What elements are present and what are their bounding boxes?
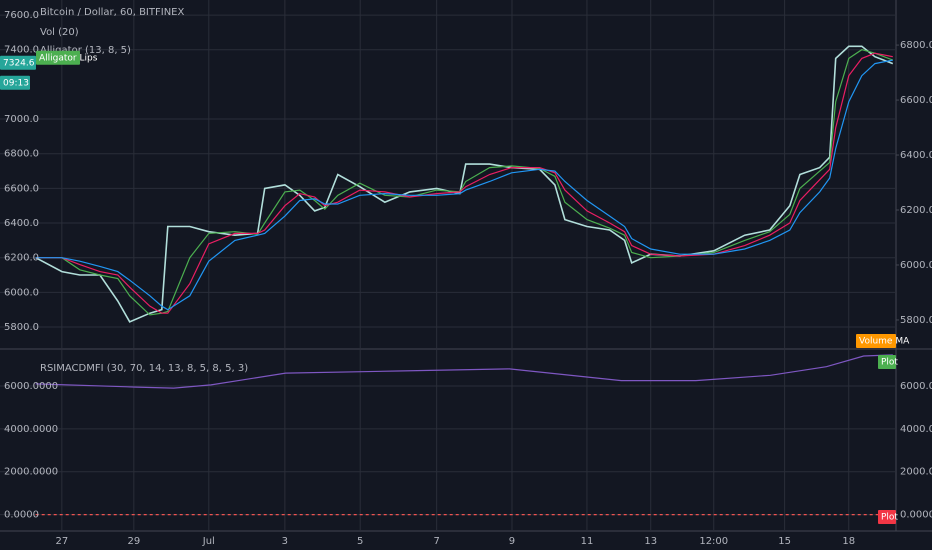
lips-tag: Alligator Lips bbox=[39, 53, 98, 63]
x-tick-label: 18 bbox=[842, 536, 855, 547]
x-tick-label: 5 bbox=[357, 536, 363, 547]
x-tick-label: 9 bbox=[509, 536, 515, 547]
y-tick-label: 7600.0 bbox=[4, 10, 39, 21]
series-line bbox=[35, 52, 893, 314]
x-tick-label: 15 bbox=[778, 536, 791, 547]
y2-tick-label: 6600.000 bbox=[900, 95, 932, 106]
y-tick-label: 6800.0 bbox=[4, 149, 39, 160]
y-tick-label: 2000.0000 bbox=[4, 467, 58, 478]
y-tick-label: 7400.0 bbox=[4, 45, 39, 56]
y-tick-label: 7000.0 bbox=[4, 114, 39, 125]
y-tick-label: 5800.0 bbox=[4, 322, 39, 333]
y-tick-label: 6000.0 bbox=[4, 287, 39, 298]
volume-legend: Vol (20) bbox=[40, 27, 79, 38]
y-tick-label: 6000.0000 bbox=[900, 381, 932, 392]
plot-tag: Plot bbox=[881, 358, 898, 368]
x-tick-label: Jul bbox=[202, 536, 215, 547]
y-tick-label: 6600.0 bbox=[4, 183, 39, 194]
y-tick-label: 6000.0000 bbox=[4, 381, 58, 392]
x-tick-label: 12:00 bbox=[699, 536, 728, 547]
x-tick-label: 13 bbox=[644, 536, 657, 547]
plot-tag-bg bbox=[878, 510, 896, 524]
volume-ma-tag: Volume MA bbox=[859, 337, 910, 347]
countdown-tag-bg bbox=[0, 75, 30, 90]
last-price-tag: 7324.6 bbox=[3, 58, 35, 68]
y-tick-label: 4000.0000 bbox=[4, 424, 58, 435]
y-tick-label: 4000.0000 bbox=[900, 424, 932, 435]
y-tick-label: 0.0000 bbox=[900, 510, 932, 521]
y2-tick-label: 6000.000 bbox=[900, 260, 932, 271]
last-price-tag-bg bbox=[0, 55, 36, 70]
series-line bbox=[35, 354, 893, 389]
y-tick-label: 2000.0000 bbox=[900, 467, 932, 478]
y-tick-label: 6200.0 bbox=[4, 253, 39, 264]
indicator-title: RSIMACDMFI (30, 70, 14, 13, 8, 5, 8, 5, … bbox=[40, 363, 248, 374]
plot-tag: Plot bbox=[881, 513, 898, 523]
countdown-tag: 09:13 bbox=[3, 78, 29, 88]
x-tick-label: 7 bbox=[433, 536, 439, 547]
y2-tick-label: 6400.000 bbox=[900, 150, 932, 161]
volume-ma-tag-bg bbox=[856, 334, 896, 348]
plot-tag-bg bbox=[878, 355, 896, 369]
series-line bbox=[35, 49, 894, 316]
lips-tag-bg bbox=[36, 50, 80, 65]
y-tick-label: 6400.0 bbox=[4, 218, 39, 229]
alligator-legend: Alligator (13, 8, 5) bbox=[40, 45, 131, 56]
series-line bbox=[35, 45, 894, 323]
y-tick-label: 0.0000 bbox=[4, 510, 39, 521]
x-tick-label: 11 bbox=[581, 536, 594, 547]
chart-title: Bitcoin / Dollar, 60, BITFINEX bbox=[40, 7, 184, 18]
series-line bbox=[35, 59, 893, 311]
y2-tick-label: 5800.000 bbox=[900, 315, 932, 326]
x-tick-label: 3 bbox=[282, 536, 288, 547]
y2-tick-label: 6800.000 bbox=[900, 40, 932, 51]
y2-tick-label: 6200.000 bbox=[900, 205, 932, 216]
x-tick-label: 27 bbox=[55, 536, 68, 547]
x-tick-label: 29 bbox=[127, 536, 140, 547]
